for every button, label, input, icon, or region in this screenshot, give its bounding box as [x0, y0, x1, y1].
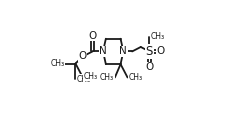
Text: CH₃: CH₃	[151, 32, 165, 41]
Text: CH₃: CH₃	[51, 59, 65, 68]
Text: O: O	[88, 31, 97, 41]
Text: O: O	[145, 62, 154, 72]
Text: CH₃: CH₃	[77, 75, 91, 84]
Text: CH₃: CH₃	[128, 73, 142, 82]
Text: N: N	[99, 46, 107, 56]
Text: O: O	[157, 46, 165, 56]
Text: O: O	[79, 51, 87, 61]
Text: N: N	[120, 46, 127, 56]
Text: CH₃: CH₃	[83, 72, 97, 81]
Text: S: S	[146, 45, 153, 58]
Text: CH₃: CH₃	[100, 73, 114, 82]
